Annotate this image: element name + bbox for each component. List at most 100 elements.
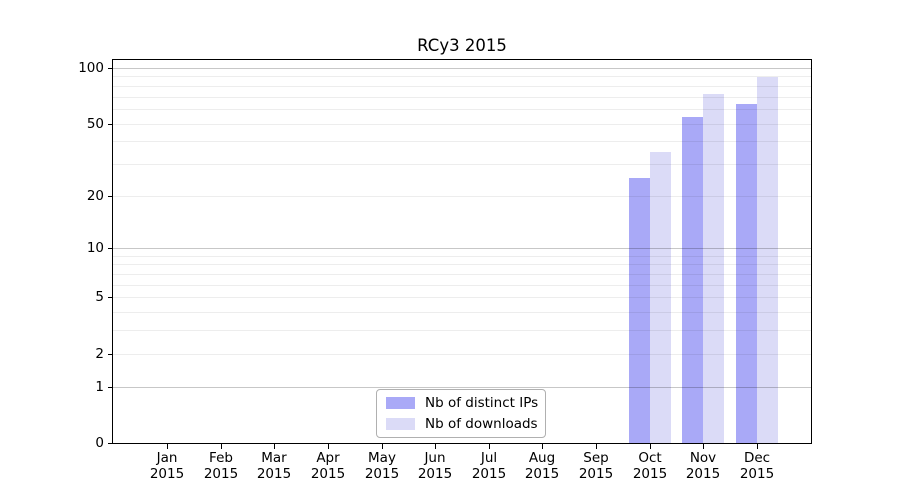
x-tick-mark (650, 444, 651, 449)
x-tick-month: Mar (261, 450, 287, 466)
y-tick-mark (108, 443, 113, 444)
x-tick-mark (274, 444, 275, 449)
x-tick-month: Dec (743, 450, 771, 466)
minor-gridline (113, 354, 811, 355)
minor-gridline (113, 86, 811, 87)
legend-swatch-downloads (386, 417, 415, 430)
x-tick-year: 2015 (364, 466, 400, 482)
x-tick-mark (221, 444, 222, 449)
x-tick-month: May (368, 450, 396, 466)
x-tick-month: Jul (480, 450, 498, 466)
x-tick-label: Sep 2015 (561, 450, 631, 482)
x-tick-label: Aug 2015 (507, 450, 577, 482)
y-tick-label: 20 (86, 188, 104, 204)
y-tick-label: 5 (95, 289, 104, 305)
minor-gridline (113, 312, 811, 313)
minor-gridline (113, 164, 811, 165)
minor-gridline (113, 124, 811, 125)
x-tick-mark (703, 444, 704, 449)
x-tick-month: Aug (528, 450, 556, 466)
legend-item-downloads: Nb of downloads (386, 415, 538, 433)
x-tick-year: 2015 (739, 466, 775, 482)
minor-gridline (113, 109, 811, 110)
bar-distinct-ips (682, 117, 704, 443)
x-tick-mark (596, 444, 597, 449)
bars-layer (113, 60, 811, 443)
minor-gridline (113, 196, 811, 197)
x-tick-year: 2015 (685, 466, 721, 482)
y-tick-mark (108, 124, 113, 125)
x-tick-year: 2015 (632, 466, 668, 482)
x-tick-label: Oct 2015 (615, 450, 685, 482)
x-tick-label: Mar 2015 (239, 450, 309, 482)
minor-gridline (113, 285, 811, 286)
minor-gridline (113, 274, 811, 275)
x-tick-label: Nov 2015 (668, 450, 738, 482)
x-tick-mark (489, 444, 490, 449)
minor-gridline (113, 330, 811, 331)
y-tick-label: 10 (86, 240, 104, 256)
chart-title: RCy3 2015 (417, 36, 507, 55)
x-tick-year: 2015 (256, 466, 292, 482)
x-tick-year: 2015 (471, 466, 507, 482)
major-gridline (113, 68, 811, 69)
x-tick-month: Apr (316, 450, 340, 466)
minor-gridline (113, 264, 811, 265)
minor-gridline (113, 256, 811, 257)
y-tick-mark (108, 387, 113, 388)
legend-swatch-distinct-ips (386, 397, 415, 410)
y-tick-mark (108, 297, 113, 298)
x-tick-mark (435, 444, 436, 449)
legend-label-distinct-ips: Nb of distinct IPs (425, 395, 539, 412)
legend-item-distinct-ips: Nb of distinct IPs (386, 395, 539, 412)
x-tick-mark (382, 444, 383, 449)
legend: Nb of distinct IPs Nb of downloads (376, 389, 546, 438)
x-tick-mark (328, 444, 329, 449)
x-tick-label: Jul 2015 (454, 450, 524, 482)
x-tick-month: Sep (583, 450, 609, 466)
x-tick-year: 2015 (149, 466, 185, 482)
bar-distinct-ips (735, 103, 757, 443)
y-tick-label: 1 (95, 379, 104, 395)
bar-downloads (756, 77, 778, 443)
x-tick-mark (757, 444, 758, 449)
major-gridline (113, 248, 811, 249)
y-tick-label: 50 (86, 116, 104, 132)
x-tick-label: Feb 2015 (186, 450, 256, 482)
x-tick-mark (542, 444, 543, 449)
minor-gridline (113, 297, 811, 298)
plot-area (112, 59, 812, 444)
y-tick-label: 100 (78, 60, 104, 76)
x-tick-label: Apr 2015 (293, 450, 363, 482)
x-tick-month: Oct (638, 450, 662, 466)
x-tick-year: 2015 (417, 466, 453, 482)
x-tick-month: Feb (209, 450, 233, 466)
minor-gridline (113, 141, 811, 142)
x-tick-year: 2015 (310, 466, 346, 482)
y-tick-mark (108, 354, 113, 355)
x-tick-year: 2015 (524, 466, 560, 482)
x-tick-year: 2015 (578, 466, 614, 482)
x-tick-year: 2015 (203, 466, 239, 482)
y-tick-mark (108, 196, 113, 197)
minor-gridline (113, 97, 811, 98)
bar-downloads (703, 94, 725, 443)
x-tick-label: Jan 2015 (132, 450, 202, 482)
legend-label-downloads: Nb of downloads (425, 415, 538, 432)
y-tick-label: 2 (95, 346, 104, 362)
gridlines-layer (113, 60, 811, 443)
minor-gridline (113, 76, 811, 77)
y-tick-mark (108, 68, 113, 69)
major-gridline (113, 387, 811, 388)
x-tick-month: Nov (689, 450, 717, 466)
y-tick-mark (108, 248, 113, 249)
bar-downloads (649, 151, 671, 443)
x-tick-mark (167, 444, 168, 449)
bar-distinct-ips (628, 178, 650, 443)
x-tick-label: Dec 2015 (722, 450, 792, 482)
x-tick-month: Jun (424, 450, 446, 466)
x-tick-month: Jan (156, 450, 178, 466)
y-tick-label: 0 (95, 435, 104, 451)
x-tick-label: Jun 2015 (400, 450, 470, 482)
